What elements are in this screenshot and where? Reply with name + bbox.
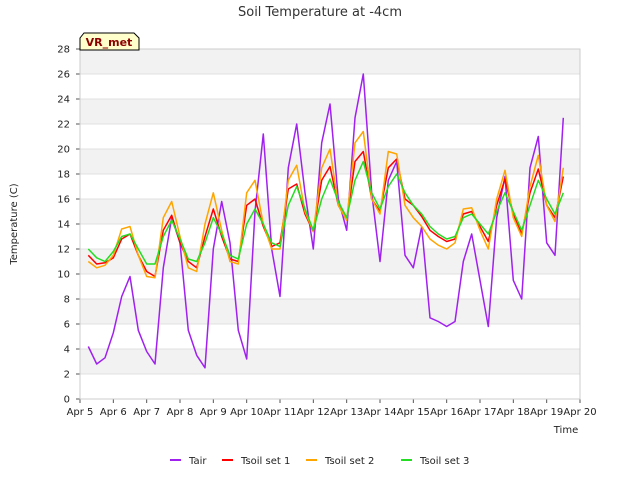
x-tick-label: Apr 15	[397, 407, 430, 418]
grid-band	[80, 349, 580, 374]
x-tick-label: Apr 8	[167, 407, 194, 418]
legend-label-tsoil-set-1: Tsoil set 1	[240, 456, 290, 467]
grid-band	[80, 199, 580, 224]
series-line-tair	[87, 73, 565, 369]
grid-band	[80, 49, 580, 74]
y-tick-label: 12	[57, 245, 70, 256]
x-tick-label: Apr 13	[330, 407, 363, 418]
y-tick-label: 10	[57, 270, 70, 281]
x-tick-label: Apr 10	[230, 407, 263, 418]
grid-band	[80, 299, 580, 324]
station-badge-text: VR_met	[86, 36, 133, 49]
legend-label-tair: Tair	[188, 456, 207, 467]
series-lines	[87, 73, 565, 369]
grid-band	[80, 174, 580, 199]
y-tick-label: 4	[64, 345, 70, 356]
grid-band	[80, 324, 580, 349]
series-line-tsoil-set-2	[87, 130, 565, 279]
y-tick-label: 26	[57, 70, 70, 81]
x-tick-label: Apr 7	[133, 407, 160, 418]
plot-frame	[79, 48, 581, 400]
y-tick-label: 2	[64, 370, 70, 381]
x-tick-label: Apr 5	[67, 407, 94, 418]
legend: Tair Tsoil set 1 Tsoil set 2 Tsoil set 3	[170, 456, 469, 467]
grid-band	[80, 374, 580, 399]
x-tick-label: Apr 12	[297, 407, 330, 418]
y-tick-label: 16	[57, 195, 70, 206]
chart-title: Soil Temperature at -4cm	[238, 5, 402, 20]
y-tick-label: 8	[64, 295, 70, 306]
y-tick-label: 18	[57, 170, 70, 181]
x-tick-label: Apr 16	[430, 407, 463, 418]
grid-band	[80, 124, 580, 149]
y-tick-label: 24	[57, 95, 70, 106]
y-tick-label: 20	[57, 145, 70, 156]
legend-label-tsoil-set-3: Tsoil set 3	[419, 456, 469, 467]
x-axis-ticks: Apr 5 Apr 6 Apr 7 Apr 8 Apr 9 Apr 10 Apr 11 Apr…	[67, 399, 597, 418]
y-tick-label: 6	[64, 320, 70, 331]
x-tick-label: Apr 19	[530, 407, 563, 418]
y-tick-label: 14	[57, 220, 70, 231]
grid-band	[80, 224, 580, 249]
x-tick-label: Apr 14	[363, 407, 396, 418]
x-tick-label: Apr 18	[497, 407, 530, 418]
x-tick-label: Apr 20	[563, 407, 596, 418]
series-line-tsoil-set-3	[87, 160, 564, 265]
x-tick-label: Apr 6	[100, 407, 127, 418]
y-axis-label: Temperature (C)	[9, 183, 20, 265]
x-tick-label: Apr 9	[200, 407, 227, 418]
x-tick-label: Apr 11	[263, 407, 296, 418]
series-line-tsoil-set-1	[87, 150, 565, 278]
grid-band	[80, 74, 580, 99]
y-tick-label: 28	[57, 45, 70, 56]
x-axis-label: Time	[553, 425, 578, 436]
plot-bands	[80, 49, 580, 400]
y-tick-label: 22	[57, 120, 70, 131]
grid-band	[80, 274, 580, 299]
legend-label-tsoil-set-2: Tsoil set 2	[324, 456, 374, 467]
station-badge: VR_met	[79, 32, 140, 51]
y-tick-label: 0	[64, 395, 70, 406]
x-tick-label: Apr 17	[463, 407, 496, 418]
